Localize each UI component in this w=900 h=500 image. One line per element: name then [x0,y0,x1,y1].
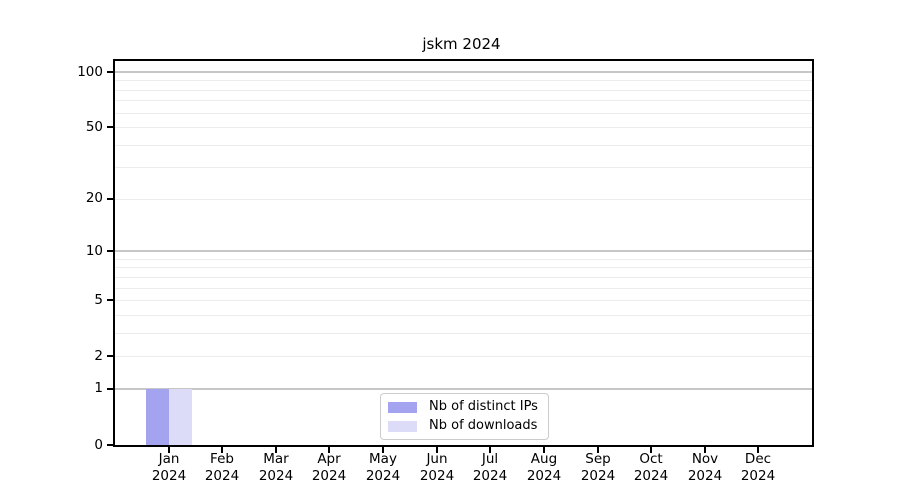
y-tick-label: 10 [85,243,103,259]
x-tick-label: May 2024 [366,451,400,485]
x-tick-label: Mar 2024 [259,451,293,485]
major-gridline [115,71,812,73]
x-tick-label: Nov 2024 [688,451,722,485]
minor-gridline [115,80,812,81]
plot-area: 0 1 2 5 10 20 50 100 Jan 2024 Feb 2024 Mar 2024 Apr 20… [77,59,814,484]
month-label: Jun [426,451,448,467]
x-tick-mark [650,445,652,453]
y-tick-mark [107,250,115,252]
month-label: Sep [585,451,611,467]
month-label: Oct [639,451,663,467]
legend-entry: Nb of downloads [388,418,538,434]
x-tick-mark [328,445,330,453]
bar-nb-of-downloads-jan [169,389,192,445]
month-label: Aug [530,451,558,467]
year-label: 2024 [740,468,776,484]
y-tick-mark [107,355,115,357]
month-label: Nov [691,451,719,467]
year-label: 2024 [365,468,401,484]
year-label: 2024 [258,468,294,484]
year-label: 2024 [419,468,455,484]
x-tick-mark [597,445,599,453]
x-tick-mark [221,445,223,453]
y-tick-mark [107,388,115,390]
month-label: Feb [210,451,234,467]
month-label: Jan [158,451,180,467]
month-label: Apr [317,451,341,467]
year-label: 2024 [151,468,187,484]
x-tick-mark [382,445,384,453]
y-tick-label: 2 [94,348,103,364]
x-tick-mark [704,445,706,453]
year-label: 2024 [472,468,508,484]
x-tick-label: Sep 2024 [581,451,615,485]
minor-gridline [115,300,812,301]
minor-gridline [115,113,812,114]
minor-gridline [115,259,812,260]
x-tick-label: Dec 2024 [741,451,775,485]
minor-gridline [115,288,812,289]
minor-gridline [115,356,812,357]
chart-title: jskm 2024 [422,35,501,53]
month-label: Jul [481,451,499,467]
month-label: Mar [263,451,289,467]
legend: Nb of distinct IPs Nb of downloads [380,393,549,440]
legend-label: Nb of distinct IPs [429,399,538,414]
minor-gridline [115,199,812,200]
x-tick-label: Jan 2024 [152,451,186,485]
x-tick-label: Oct 2024 [634,451,668,485]
year-label: 2024 [687,468,723,484]
y-tick-label: 50 [85,119,103,135]
minor-gridline [115,145,812,146]
x-tick-label: Apr 2024 [312,451,346,485]
x-tick-label: Aug 2024 [527,451,561,485]
x-tick-mark [436,445,438,453]
x-tick-label: Jun 2024 [420,451,454,485]
minor-gridline [115,333,812,334]
minor-gridline [115,167,812,168]
x-tick-mark [168,445,170,453]
y-tick-mark [107,198,115,200]
x-tick-mark [489,445,491,453]
year-label: 2024 [311,468,347,484]
y-tick-label: 20 [85,190,103,206]
minor-gridline [115,127,812,128]
x-tick-mark [757,445,759,453]
x-tick-label: Jul 2024 [473,451,507,485]
y-tick-label: 1 [94,380,103,396]
minor-gridline [115,267,812,268]
minor-gridline [115,90,812,91]
month-label: Dec [744,451,772,467]
legend-swatch [388,420,417,432]
year-label: 2024 [204,468,240,484]
x-tick-mark [275,445,277,453]
year-label: 2024 [526,468,562,484]
major-gridline [115,250,812,252]
y-tick-mark [107,299,115,301]
month-label: May [369,451,397,467]
y-tick-label: 5 [94,292,103,308]
minor-gridline [115,277,812,278]
legend-label: Nb of downloads [429,418,538,433]
legend-entry: Nb of distinct IPs [388,399,538,415]
y-tick-label: 0 [94,437,103,453]
legend-swatch [388,401,417,413]
y-tick-mark [107,71,115,73]
bar-nb-of-distinct-ips-jan [146,389,169,445]
minor-gridline [115,315,812,316]
y-tick-mark [107,444,115,446]
year-label: 2024 [580,468,616,484]
y-tick-mark [107,126,115,128]
minor-gridline [115,100,812,101]
major-gridline [115,388,812,390]
y-tick-label: 100 [77,64,103,80]
x-tick-mark [543,445,545,453]
year-label: 2024 [633,468,669,484]
x-tick-label: Feb 2024 [205,451,239,485]
